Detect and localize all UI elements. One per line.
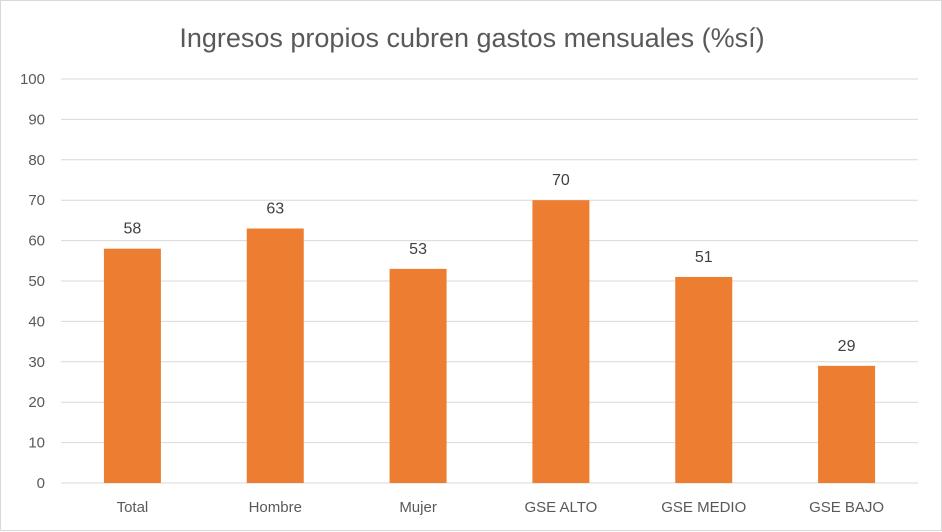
bar xyxy=(675,276,733,483)
y-tick-label: 70 xyxy=(28,192,45,209)
y-tick-label: 40 xyxy=(28,313,45,330)
x-category-label: GSE ALTO xyxy=(525,499,598,516)
bar xyxy=(246,228,304,483)
y-tick-label: 20 xyxy=(28,394,45,411)
data-label: 51 xyxy=(695,249,713,266)
bars xyxy=(103,200,876,483)
y-tick-label: 0 xyxy=(37,475,45,492)
y-tick-label: 50 xyxy=(28,273,45,290)
y-axis-ticks: 0 10 20 30 40 50 60 70 80 90 100 xyxy=(20,71,45,492)
y-tick-label: 100 xyxy=(20,71,45,88)
data-label: 70 xyxy=(552,172,570,189)
bar xyxy=(389,268,447,483)
x-category-label: GSE BAJO xyxy=(809,499,884,516)
x-category-label: Total xyxy=(117,499,149,516)
y-tick-label: 80 xyxy=(28,152,45,169)
x-category-label: Hombre xyxy=(249,499,302,516)
x-category-label: Mujer xyxy=(399,499,437,516)
x-category-label: GSE MEDIO xyxy=(661,499,746,516)
bar xyxy=(818,365,876,483)
y-tick-label: 90 xyxy=(28,111,45,128)
y-tick-label: 60 xyxy=(28,233,45,250)
data-label: 29 xyxy=(838,338,856,355)
bar xyxy=(103,248,161,483)
y-tick-label: 10 xyxy=(28,435,45,452)
data-label: 53 xyxy=(409,241,427,258)
bar xyxy=(532,200,590,483)
y-tick-label: 30 xyxy=(28,354,45,371)
data-label: 63 xyxy=(266,200,284,217)
gridlines xyxy=(61,78,918,484)
data-labels: 58 63 53 70 51 29 xyxy=(124,172,856,355)
chart-title: Ingresos propios cubren gastos mensuales… xyxy=(179,23,764,53)
data-label: 58 xyxy=(124,221,142,238)
x-axis-categories: Total Hombre Mujer GSE ALTO GSE MEDIO GSE BAJ… xyxy=(117,499,885,516)
